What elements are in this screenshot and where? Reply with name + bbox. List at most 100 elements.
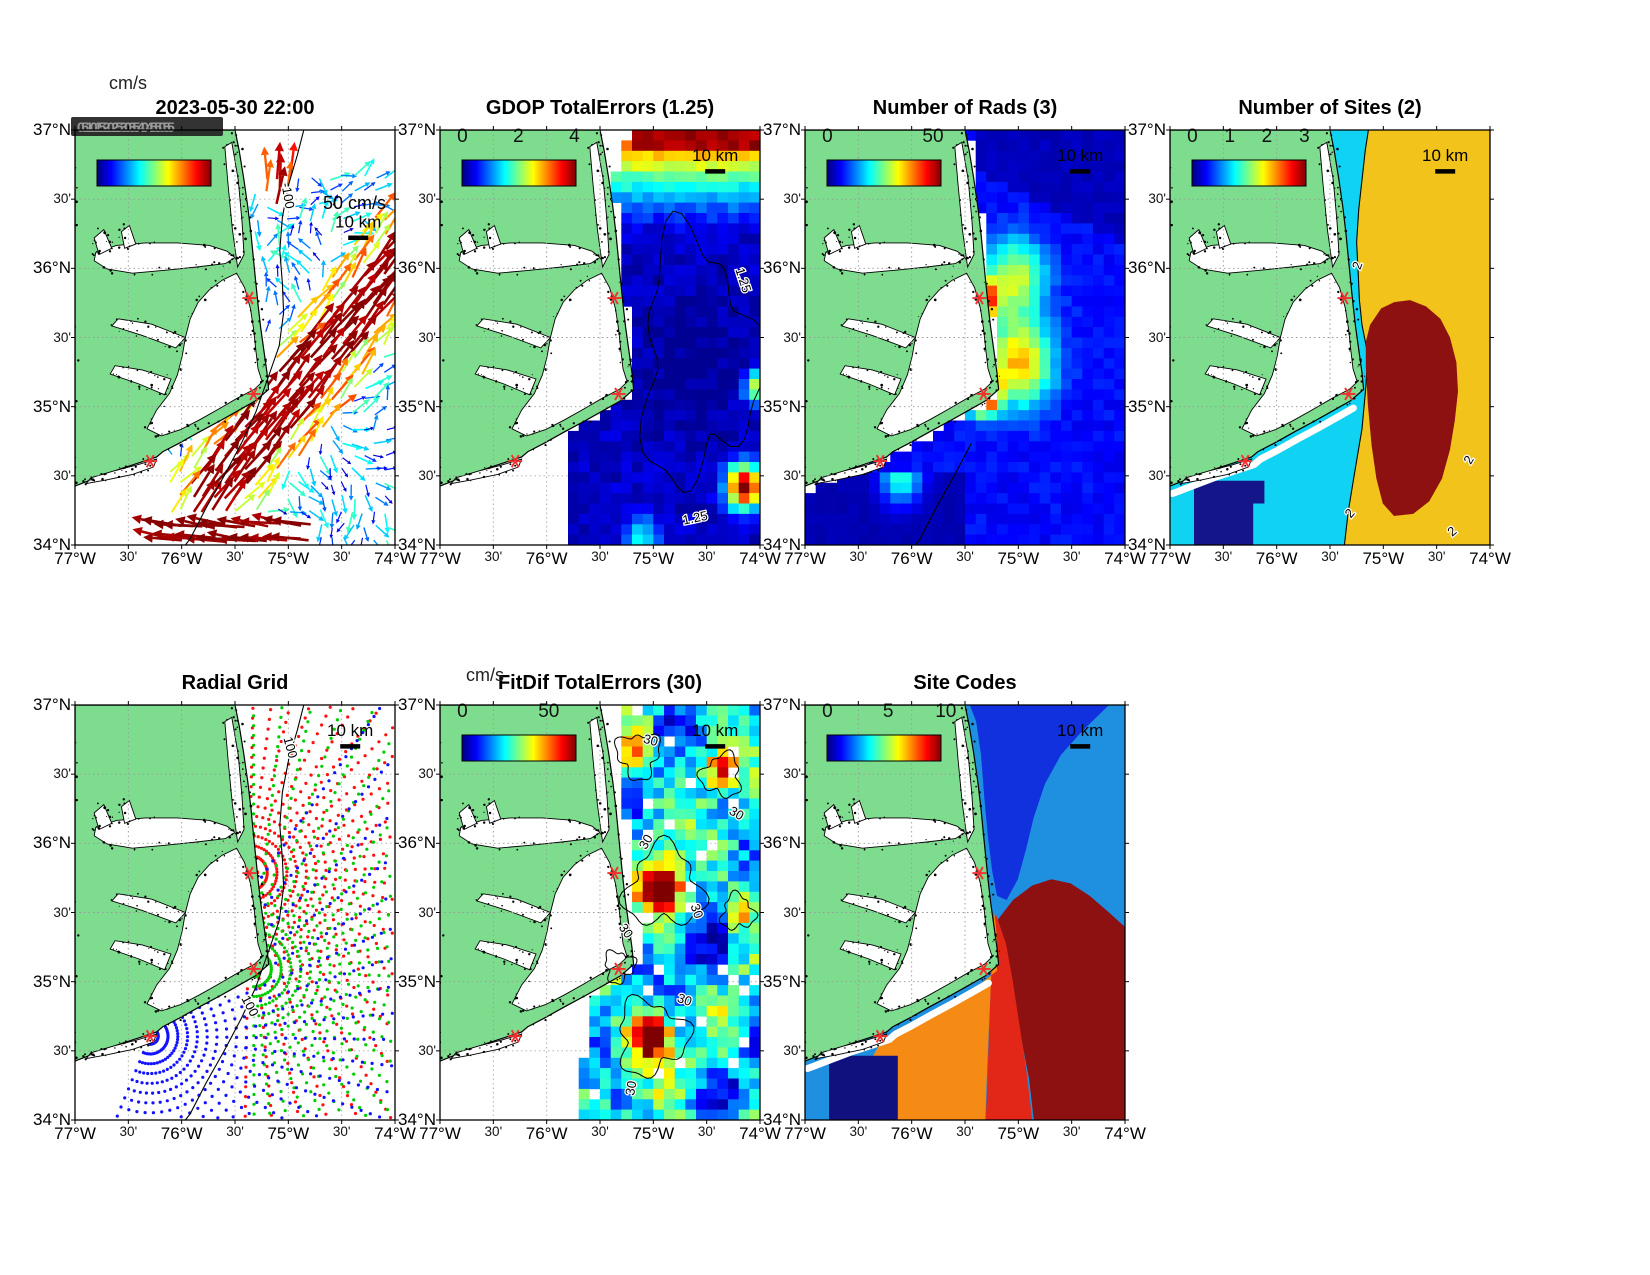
panel-num-sites: Number of Sites (2) 2 2 2 2 10 km 0 1 2 3 37°N 30… (1128, 97, 1511, 568)
panel-fitdif: FitDif TotalErrors (30) cm/s 30 30 30 30 30 3… (398, 665, 781, 1143)
y-axis-tick-label: 35°N (33, 971, 71, 991)
x-axis-tick-label: 75°W (267, 1124, 310, 1143)
svg-text:2: 2 (1262, 126, 1273, 147)
x-axis-tick-label: 74°W (374, 549, 416, 568)
y-axis-tick-label: 37°N (33, 695, 71, 714)
y-axis-tick-label: 35°N (763, 396, 801, 416)
x-axis-tick-label: 75°W (997, 1124, 1040, 1143)
svg-text:2: 2 (513, 126, 524, 147)
x-axis-tick-label: 77°W (1149, 549, 1191, 568)
panel-title-currents: 2023-05-30 22:00 (155, 97, 315, 119)
y-axis-tick-label: 36°N (763, 258, 801, 278)
x-axis-tick-label: 77°W (784, 549, 826, 568)
y-axis-tick-label: 34°N (33, 1110, 71, 1129)
svg-text:0: 0 (822, 126, 833, 147)
svg-text:10 km: 10 km (335, 213, 381, 232)
x-axis-tick-label: 30' (226, 549, 244, 564)
y-axis-tick-label: 34°N (398, 1110, 436, 1129)
x-axis-tick-label: 74°W (739, 549, 781, 568)
x-axis-tick-label: 30' (1321, 549, 1339, 564)
x-axis-tick-label: 74°W (1469, 549, 1511, 568)
x-axis-tick-label: 76°W (160, 549, 203, 568)
x-axis-tick-label: 77°W (419, 549, 461, 568)
colorbar-units-currents: cm/s (109, 73, 147, 93)
y-axis-tick-label: 35°N (398, 971, 436, 991)
y-axis-tick-label: 30' (1148, 191, 1166, 207)
y-axis-tick-label: 35°N (398, 396, 436, 416)
x-axis-tick-label: 30' (484, 1124, 503, 1139)
svg-text:0: 0 (1187, 126, 1198, 147)
x-axis-tick-label: 77°W (784, 1124, 826, 1143)
y-axis-tick-label: 36°N (1128, 258, 1166, 278)
map-num-rads: 10 km 0 50 (801, 126, 1129, 549)
svg-text:0510152025303540455055: 0510152025303540455055 (77, 119, 175, 135)
x-axis-tick-label: 30' (1062, 549, 1081, 564)
y-axis-tick-label: 35°N (1128, 396, 1166, 416)
x-axis-tick-label: 30' (226, 1124, 244, 1139)
panel-num-rads: Number of Rads (3) 10 km 0 50 37°N 30' 36°N 3… (763, 97, 1146, 568)
svg-text:1: 1 (1225, 126, 1236, 147)
y-axis-tick-label: 37°N (763, 120, 801, 139)
y-axis-tick-label: 35°N (33, 396, 71, 416)
y-axis-tick-label: 30' (53, 904, 71, 920)
x-axis-tick-label: 77°W (419, 1124, 461, 1143)
x-axis-tick-label: 75°W (267, 549, 310, 568)
y-axis-tick-label: 30' (783, 329, 801, 345)
x-axis-tick-label: 74°W (739, 1124, 781, 1143)
y-axis-tick-label: 37°N (763, 695, 801, 714)
svg-text:4: 4 (569, 126, 580, 147)
y-axis-tick-label: 30' (418, 766, 436, 782)
x-axis-tick-label: 30' (849, 1124, 868, 1139)
panel-title-num-rads: Number of Rads (3) (872, 97, 1058, 119)
x-axis-tick-label: 76°W (525, 549, 568, 568)
y-axis-tick-label: 36°N (398, 258, 436, 278)
svg-text:50: 50 (922, 126, 943, 147)
y-axis-tick-label: 30' (418, 467, 436, 483)
y-axis-tick-label: 34°N (763, 535, 801, 554)
y-axis-tick-label: 37°N (398, 120, 436, 139)
x-axis-tick-label: 30' (1427, 549, 1446, 564)
svg-text:10 km: 10 km (1422, 146, 1468, 165)
y-axis-tick-label: 34°N (763, 1110, 801, 1129)
y-axis-tick-label: 36°N (763, 833, 801, 853)
x-axis-tick-label: 30' (332, 1124, 351, 1139)
y-axis-tick-label: 30' (418, 904, 436, 920)
svg-text:10 km: 10 km (692, 146, 738, 165)
y-axis-tick-label: 34°N (33, 535, 71, 554)
x-axis-tick-label: 76°W (160, 1124, 203, 1143)
x-axis-tick-label: 76°W (890, 1124, 933, 1143)
svg-text:3: 3 (1299, 126, 1310, 147)
y-axis-tick-label: 30' (53, 1042, 71, 1058)
y-axis-tick-label: 35°N (763, 971, 801, 991)
x-axis-tick-label: 74°W (1104, 1124, 1146, 1143)
y-axis-tick-label: 37°N (1128, 120, 1166, 139)
x-axis-tick-label: 75°W (632, 549, 675, 568)
y-axis-tick-label: 30' (783, 191, 801, 207)
x-axis-tick-label: 77°W (54, 1124, 96, 1143)
x-axis-tick-label: 30' (591, 1124, 609, 1139)
x-axis-tick-label: 30' (956, 1124, 974, 1139)
y-axis-tick-label: 30' (783, 904, 801, 920)
y-axis-tick-label: 30' (418, 1042, 436, 1058)
y-axis-tick-label: 30' (783, 766, 801, 782)
y-axis-tick-label: 37°N (398, 695, 436, 714)
svg-text:50 cm/s: 50 cm/s (323, 193, 386, 213)
y-axis-tick-label: 30' (53, 766, 71, 782)
y-axis-tick-label: 30' (53, 191, 71, 207)
y-axis-tick-label: 30' (53, 467, 71, 483)
panel-currents: 2023-05-30 22:00 cm/s -100 10 km 051015202… (33, 73, 416, 568)
svg-text:-100: -100 (278, 181, 297, 209)
x-axis-tick-label: 77°W (54, 549, 96, 568)
x-axis-tick-label: 30' (591, 549, 609, 564)
x-axis-tick-label: 30' (119, 1124, 138, 1139)
panel-title-num-sites: Number of Sites (2) (1238, 97, 1422, 119)
y-axis-tick-label: 30' (418, 191, 436, 207)
x-axis-tick-label: 75°W (1362, 549, 1405, 568)
panel-title-radial-grid: Radial Grid (181, 672, 289, 694)
x-axis-tick-label: 30' (1214, 549, 1233, 564)
panel-site-codes: Site Codes 10 km 0 5 10 37°N 30' 36°N 30' 35°N 3… (763, 672, 1146, 1143)
y-axis-tick-label: 37°N (33, 120, 71, 139)
panel-radial-grid: Radial Grid 100 100 10 km 37°N 30' 36°N 30' 35… (33, 672, 416, 1143)
x-axis-tick-label: 30' (697, 1124, 716, 1139)
